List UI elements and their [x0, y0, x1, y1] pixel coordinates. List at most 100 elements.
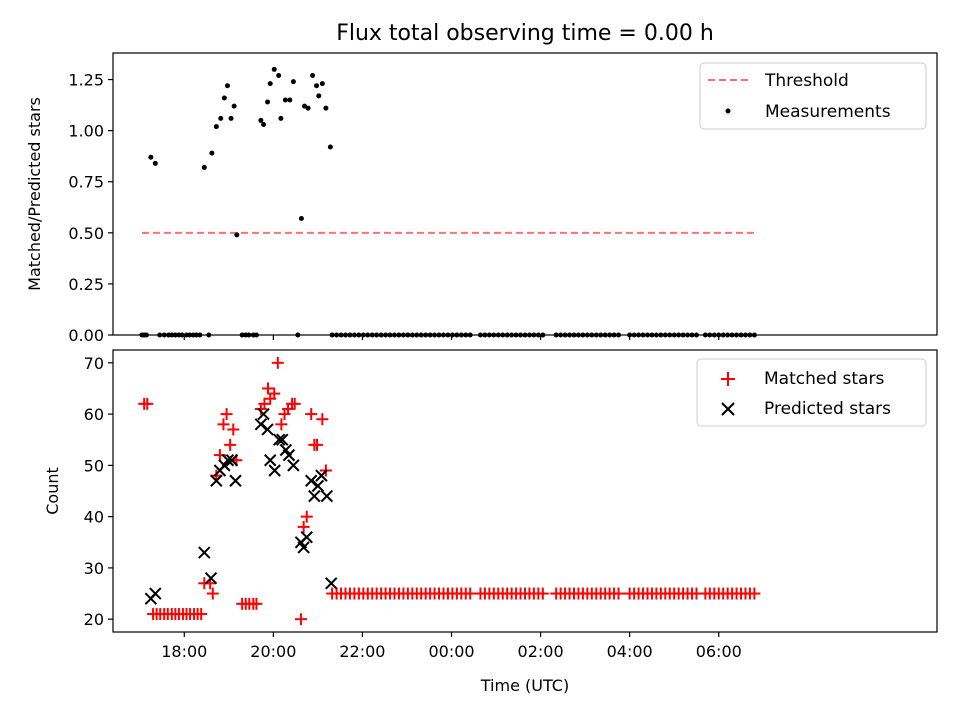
measurement-point	[231, 103, 237, 109]
measurement-point	[224, 83, 230, 89]
predicted-star-point	[311, 479, 325, 493]
predicted-star-point	[198, 546, 211, 559]
matched-star-point	[275, 418, 288, 431]
x-tick-label: 04:00	[607, 642, 653, 661]
bottom-panel-frame	[112, 349, 938, 633]
measurement-point	[276, 72, 282, 78]
predicted-star-point	[268, 464, 281, 477]
x-tick-label: 18:00	[161, 642, 207, 661]
predicted-star-point	[149, 587, 162, 600]
measurement-point	[287, 97, 293, 103]
measurement-point	[290, 79, 296, 85]
matched-star-point	[224, 438, 237, 451]
matched-star-point	[288, 397, 301, 410]
matched-star-point	[294, 613, 307, 626]
matched-star-point	[748, 587, 761, 600]
legend-matched-label: Matched stars	[764, 369, 884, 389]
matched-star-point	[195, 608, 208, 621]
predicted-star-point	[308, 489, 321, 503]
measurement-point	[310, 72, 316, 78]
predicted-star-point	[229, 474, 242, 487]
predicted-star-point	[320, 489, 334, 503]
predicted-star-point	[287, 459, 300, 472]
matched-star-point	[316, 413, 329, 426]
x-tick-label: 02:00	[518, 642, 564, 661]
predicted-star-point	[272, 433, 286, 446]
measurement-point	[265, 99, 271, 105]
bottom-y-tick-label: 70	[84, 354, 104, 373]
predicted-star-point	[261, 423, 274, 436]
bottom-legend: Matched stars Predicted stars	[696, 358, 927, 427]
matched-star-point	[612, 587, 625, 600]
flux-ratio-panel: 0.00 0.25 0.50 0.75 1.00 1.25	[68, 52, 938, 345]
top-y-tick-label: 0.00	[68, 326, 104, 345]
measurement-point	[319, 81, 325, 87]
top-y-tick-label: 1.00	[68, 122, 104, 141]
top-y-tick-label: 0.50	[68, 224, 104, 243]
predicted-star-point	[304, 474, 318, 487]
matched-star-point	[227, 423, 240, 436]
matched-star-point	[206, 587, 219, 600]
measurement-point	[258, 117, 264, 123]
bottom-y-tick-label: 30	[84, 559, 104, 578]
measurement-point	[261, 122, 267, 128]
matched-star-point	[250, 597, 263, 610]
x-tick-label: 00:00	[428, 642, 474, 661]
measurement-point	[234, 232, 240, 238]
legend-matched-swatch	[721, 372, 735, 386]
bottom-y-tick-label: 40	[84, 508, 104, 527]
matched-star-point	[464, 587, 477, 600]
matched-star-point	[536, 587, 549, 600]
measurement-point	[209, 150, 215, 156]
bottom-y-tick-label: 60	[84, 405, 104, 424]
predicted-star-point	[276, 433, 289, 446]
measurement-point	[152, 160, 158, 166]
top-y-tick-label: 0.25	[68, 275, 104, 294]
measurement-point	[316, 93, 322, 99]
matched-star-point	[297, 520, 310, 533]
top-y-tick-label: 1.25	[68, 71, 104, 90]
legend-threshold-label: Threshold	[764, 71, 849, 91]
matched-star-point	[258, 397, 271, 410]
legend-measurements-label: Measurements	[765, 102, 891, 122]
bottom-y-tick-label: 20	[84, 610, 104, 629]
measurement-point	[218, 115, 224, 121]
measurement-point	[201, 164, 207, 170]
predicted-star-point	[315, 469, 328, 482]
matched-star-point	[220, 408, 233, 421]
measurement-point	[305, 105, 311, 111]
predicted-star-point	[221, 454, 235, 467]
predicted-star-point	[210, 474, 223, 487]
top-y-axis-label: Matched/Predicted stars	[25, 97, 44, 291]
predicted-star-point	[264, 454, 277, 467]
measurement-point	[271, 66, 277, 72]
bottom-y-tick-label: 50	[84, 456, 104, 475]
x-tick-label: 06:00	[696, 642, 742, 661]
predicted-star-point	[297, 541, 310, 554]
x-tick-label: 22:00	[339, 642, 385, 661]
matched-star-point	[305, 408, 318, 421]
matched-star-point	[310, 438, 323, 451]
matched-star-point	[262, 382, 275, 395]
predicted-star-point	[204, 571, 218, 585]
measurement-point	[298, 216, 304, 222]
predicted-star-point	[225, 454, 239, 467]
x-axis-label: Time (UTC)	[480, 676, 569, 695]
matched-star-point	[300, 510, 313, 523]
measurement-point	[221, 95, 227, 101]
measurement-point	[213, 124, 219, 130]
measurement-point	[323, 105, 329, 111]
top-legend: Threshold Measurements	[699, 62, 927, 130]
measurement-point	[148, 154, 154, 160]
predicted-star-point	[257, 407, 270, 421]
measurement-point	[282, 97, 288, 103]
bottom-y-axis-label: Count	[43, 467, 62, 515]
legend-predicted-swatch	[721, 402, 735, 416]
legend-measurements-swatch	[725, 108, 731, 114]
top-panel-frame	[112, 52, 938, 336]
legend-predicted-label: Predicted stars	[764, 399, 891, 419]
matched-star-point	[268, 387, 281, 400]
chart-title: Flux total observing time = 0.00 h	[336, 21, 714, 46]
measurement-point	[327, 144, 333, 150]
